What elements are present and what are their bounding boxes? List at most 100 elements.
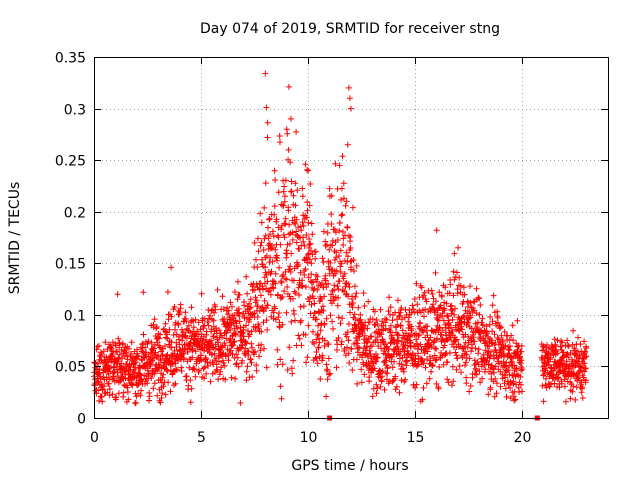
data-point	[170, 382, 177, 389]
data-point	[279, 294, 286, 300]
y-tick-label: 0.1	[64, 309, 86, 325]
data-point	[397, 322, 404, 329]
data-point	[162, 391, 169, 398]
data-point	[191, 366, 198, 373]
data-point	[323, 284, 330, 290]
data-point	[253, 256, 259, 263]
data-point	[567, 395, 574, 402]
data-point	[304, 207, 311, 214]
data-point	[342, 202, 349, 209]
data-point	[277, 383, 284, 390]
data-point	[344, 344, 350, 351]
data-point	[373, 390, 380, 397]
data-point	[505, 367, 512, 374]
data-point	[287, 269, 294, 275]
data-point	[307, 240, 314, 247]
data-point	[218, 344, 225, 351]
data-point	[466, 355, 473, 362]
data-point	[455, 244, 462, 251]
data-point	[124, 352, 131, 359]
data-point	[482, 339, 489, 346]
data-point	[227, 347, 234, 354]
data-point	[577, 341, 584, 348]
data-point	[445, 379, 452, 386]
data-point	[303, 232, 310, 238]
data-point	[257, 347, 264, 354]
data-point	[374, 334, 381, 341]
data-point	[428, 287, 435, 294]
data-point	[458, 369, 464, 376]
data-point	[438, 331, 445, 338]
data-point	[261, 297, 268, 304]
data-point	[462, 348, 469, 355]
data-point	[413, 336, 420, 343]
data-point	[492, 375, 499, 382]
data-point	[518, 348, 525, 355]
data-point	[463, 374, 470, 381]
data-point	[276, 133, 283, 139]
data-point	[338, 196, 344, 203]
data-point	[292, 290, 299, 297]
data-point	[420, 346, 427, 353]
data-point	[327, 312, 334, 319]
data-point	[344, 224, 351, 231]
data-point	[286, 344, 293, 351]
data-point	[413, 381, 420, 388]
data-point	[339, 153, 346, 160]
data-point	[477, 302, 484, 308]
data-point	[162, 320, 169, 327]
data-point	[397, 355, 403, 362]
data-point	[282, 215, 289, 222]
data-point	[295, 332, 302, 339]
data-point	[491, 355, 498, 362]
data-point	[323, 361, 330, 368]
chart-title: Day 074 of 2019, SRMTID for receiver stn…	[200, 21, 500, 37]
data-point	[150, 345, 157, 352]
data-point	[419, 357, 426, 364]
data-point	[245, 328, 251, 334]
data-point	[274, 361, 281, 368]
data-point	[103, 362, 110, 369]
data-point	[304, 354, 311, 361]
data-point	[255, 323, 262, 330]
data-point	[132, 399, 139, 406]
x-axis-label: GPS time / hours	[291, 458, 408, 474]
data-point	[395, 337, 402, 344]
data-point	[151, 370, 158, 377]
data-point	[162, 343, 168, 349]
data-point	[280, 188, 287, 195]
data-point	[502, 385, 509, 392]
data-point	[434, 336, 441, 343]
data-point	[190, 365, 197, 372]
data-point	[293, 216, 300, 223]
data-point	[564, 337, 571, 344]
data-point	[236, 291, 243, 298]
data-point	[258, 328, 265, 335]
data-point	[263, 253, 270, 259]
data-point	[341, 270, 348, 277]
data-point	[338, 341, 345, 348]
data-point	[579, 355, 586, 362]
data-point	[190, 324, 197, 331]
data-point	[367, 351, 374, 357]
data-point	[456, 363, 463, 369]
data-point	[539, 382, 546, 389]
data-point	[288, 250, 295, 257]
data-point	[99, 386, 106, 393]
data-point	[374, 354, 381, 361]
data-point	[400, 368, 407, 375]
data-point	[306, 256, 313, 263]
data-point	[317, 327, 324, 334]
data-point	[448, 310, 455, 317]
data-point	[368, 343, 375, 350]
data-point	[183, 373, 190, 380]
data-point	[258, 341, 265, 348]
data-point	[330, 325, 336, 332]
data-point	[332, 256, 338, 263]
data-point	[216, 327, 223, 334]
data-point	[547, 352, 554, 359]
data-point	[360, 290, 367, 297]
data-point	[270, 233, 277, 240]
data-point	[285, 83, 292, 90]
data-point	[314, 331, 321, 337]
